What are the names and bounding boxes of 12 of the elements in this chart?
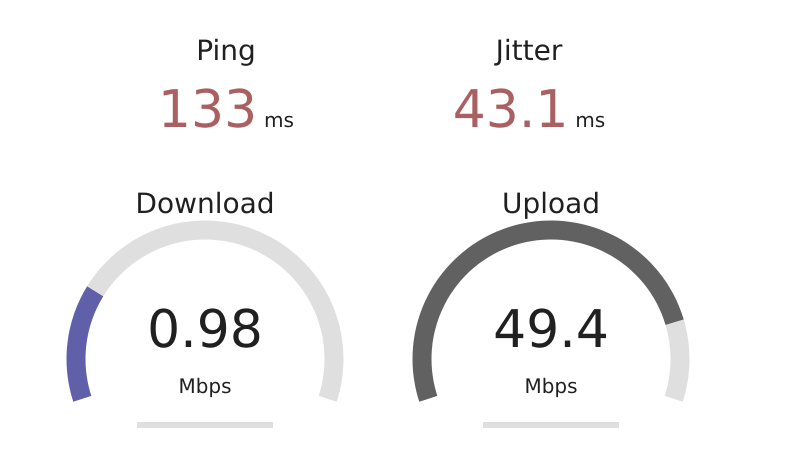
text: 43.1: [455, 88, 564, 128]
text: ms: [266, 116, 293, 128]
text: 49.4: [496, 308, 606, 348]
text: Jitter: [494, 38, 562, 66]
text: Mbps: [180, 378, 231, 398]
text: Mbps: [526, 378, 577, 398]
chart-title: Upload: [504, 192, 598, 219]
text: ms: [577, 116, 604, 128]
text: Ping: [198, 38, 254, 66]
text: 0.98: [150, 308, 260, 348]
text: 133: [164, 88, 254, 128]
chart-title: Download: [138, 192, 272, 214]
